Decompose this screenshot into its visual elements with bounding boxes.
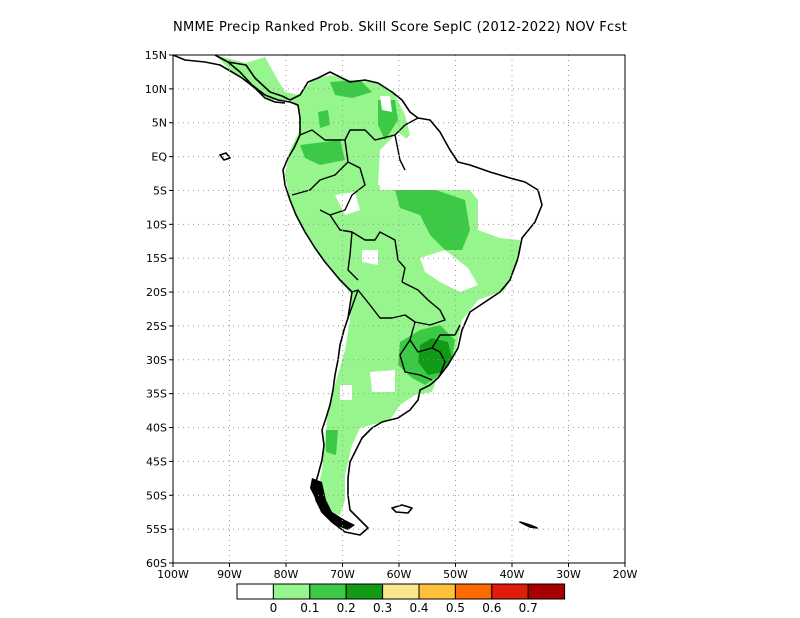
lon-tick-label: 40W bbox=[500, 568, 525, 581]
lat-tick-label: 35S bbox=[146, 388, 167, 401]
skill-region-medium bbox=[318, 110, 330, 128]
lat-tick-label: 50S bbox=[146, 489, 167, 502]
latitude-axis: 15N 10N 5N EQ 5S 10S 15S 20S 25S 30S 35S 40S 45S 50S 5… bbox=[145, 49, 173, 570]
lat-tick-label: 10N bbox=[145, 83, 167, 96]
skill-region-light bbox=[215, 55, 520, 515]
longitude-axis: 100W 90W 80W 70W 60W 50W 40W 30W 20W bbox=[157, 563, 638, 581]
lon-tick-label: 90W bbox=[217, 568, 242, 581]
lon-tick-label: 80W bbox=[274, 568, 299, 581]
lat-tick-label: 15S bbox=[146, 252, 167, 265]
skill-region-none bbox=[340, 385, 352, 400]
lon-tick-label: 20W bbox=[613, 568, 638, 581]
skill-region-none bbox=[362, 250, 378, 265]
colorbar-label: 0.2 bbox=[337, 601, 356, 615]
skill-region-none bbox=[370, 370, 395, 392]
skill-region-none bbox=[420, 250, 478, 292]
gridlines bbox=[173, 55, 625, 563]
colorbar-label: 0.7 bbox=[519, 601, 538, 615]
lon-tick-label: 30W bbox=[556, 568, 581, 581]
colorbar-label: 0.4 bbox=[409, 601, 428, 615]
lat-tick-label: 5N bbox=[152, 117, 167, 130]
coastline bbox=[173, 55, 543, 536]
galapagos bbox=[219, 152, 231, 161]
skill-shading bbox=[215, 55, 540, 515]
colorbar-label: 0.3 bbox=[373, 601, 392, 615]
colorbar: 0 0.1 0.2 0.3 0.4 0.5 0.6 0.7 bbox=[236, 583, 566, 615]
skill-region-none bbox=[380, 96, 392, 112]
lat-tick-label: 15N bbox=[145, 49, 167, 62]
colorbar-swatch bbox=[236, 583, 274, 600]
colorbar-label: 0.5 bbox=[446, 601, 465, 615]
colorbar-swatch bbox=[527, 583, 566, 600]
lat-tick-label: 25S bbox=[146, 320, 167, 333]
colorbar-swatch bbox=[345, 583, 384, 600]
skill-region-medium bbox=[395, 188, 470, 250]
south-georgia bbox=[519, 521, 538, 529]
lon-tick-label: 100W bbox=[157, 568, 189, 581]
colorbar-swatch bbox=[382, 583, 420, 600]
lat-tick-label: 45S bbox=[146, 455, 167, 468]
lat-tick-label: 10S bbox=[146, 218, 167, 231]
lon-tick-label: 50W bbox=[443, 568, 468, 581]
country-borders bbox=[291, 117, 461, 381]
lat-tick-label: 5S bbox=[153, 184, 167, 197]
lon-tick-label: 60W bbox=[387, 568, 412, 581]
skill-region-none bbox=[380, 132, 540, 240]
colorbar-swatch bbox=[272, 583, 311, 600]
lat-tick-label: EQ bbox=[151, 151, 167, 164]
colorbar-swatch bbox=[418, 583, 456, 600]
lat-tick-label: 40S bbox=[146, 422, 167, 435]
colorbar-label: 0.6 bbox=[482, 601, 501, 615]
colorbar-swatch bbox=[454, 583, 493, 600]
tierra-del-fuego bbox=[310, 478, 355, 530]
skill-region-medium bbox=[300, 140, 345, 165]
map-title: NMME Precip Ranked Prob. Skill Score Sep… bbox=[173, 20, 627, 35]
lon-tick-label: 70W bbox=[330, 568, 355, 581]
central-america-coast bbox=[173, 55, 286, 104]
falkland-islands bbox=[391, 504, 413, 514]
colorbar-label: 0.1 bbox=[300, 601, 319, 615]
skill-region-medium bbox=[326, 430, 338, 455]
lat-tick-label: 60S bbox=[146, 557, 167, 570]
lat-tick-label: 30S bbox=[146, 354, 167, 367]
colorbar-swatch bbox=[491, 583, 529, 600]
lat-tick-label: 20S bbox=[146, 286, 167, 299]
south-america-coastline bbox=[214, 55, 543, 536]
skill-region-medium bbox=[330, 80, 372, 98]
lat-tick-label: 55S bbox=[146, 523, 167, 536]
colorbar-swatch bbox=[309, 583, 347, 600]
colorbar-label: 0 bbox=[270, 601, 278, 615]
